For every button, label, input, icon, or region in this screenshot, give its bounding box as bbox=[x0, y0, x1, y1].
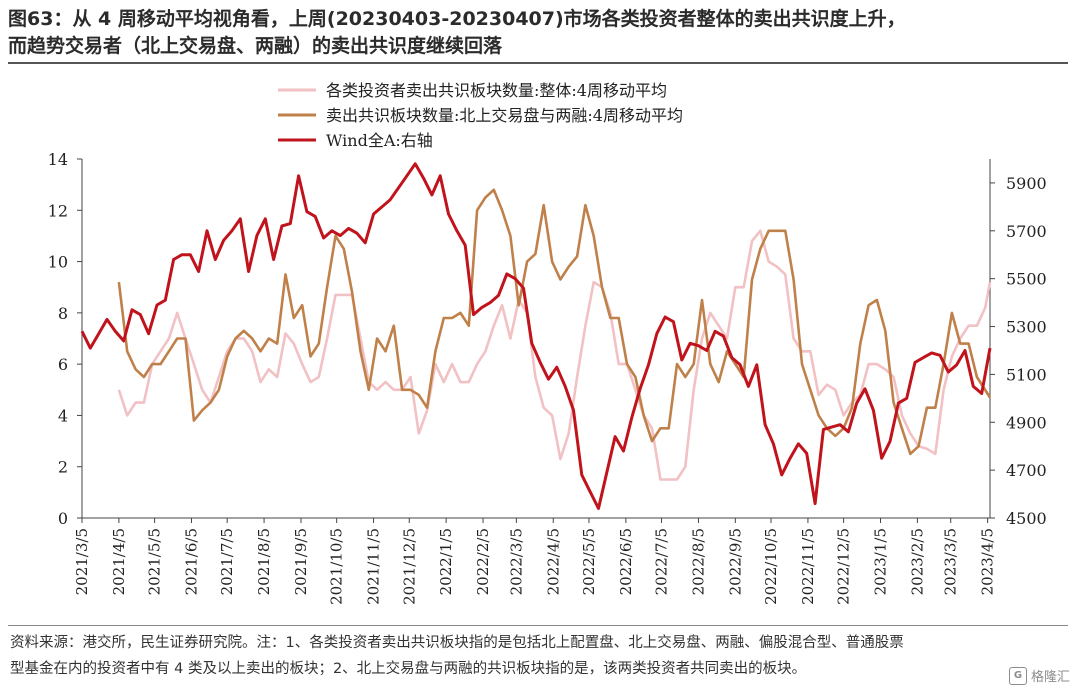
series-line-3 bbox=[80, 162, 992, 510]
x-tick-label: 2021/7/5 bbox=[218, 528, 236, 595]
footer-line-2: 型基金在内的投资者中有 4 类及以上卖出的板块；2、北上交易盘与两融的共识板块指… bbox=[10, 661, 807, 677]
x-tick-label: 2022/7/5 bbox=[653, 528, 671, 595]
y-left-tick-label: 8 bbox=[58, 304, 68, 323]
x-tick-label: 2022/1/5 bbox=[437, 528, 455, 595]
x-tick-label: 2022/12/5 bbox=[835, 528, 853, 605]
x-tick-label: 2022/5/5 bbox=[580, 528, 598, 595]
x-tick-label: 2023/4/5 bbox=[979, 528, 997, 595]
x-tick-label: 2022/4/5 bbox=[544, 528, 562, 595]
watermark-text: 格隆汇 bbox=[1030, 670, 1070, 685]
x-tick-label: 2022/10/5 bbox=[762, 528, 780, 605]
y-right-tick-label: 5300 bbox=[1006, 318, 1047, 337]
x-tick-label: 2021/12/5 bbox=[400, 528, 418, 605]
y-left-tick-label: 6 bbox=[58, 355, 68, 374]
watermark-logo-icon: G bbox=[1008, 666, 1027, 685]
x-tick-label: 2023/3/5 bbox=[942, 528, 960, 595]
y-right-tick-label: 5100 bbox=[1006, 365, 1047, 384]
y-left-tick-label: 12 bbox=[48, 201, 68, 220]
x-tick-label: 2022/2/5 bbox=[474, 528, 492, 595]
y-left-tick-label: 2 bbox=[58, 458, 68, 477]
y-left-tick-label: 14 bbox=[48, 150, 68, 169]
x-tick-label: 2023/1/5 bbox=[872, 528, 890, 595]
y-right-tick-label: 5500 bbox=[1006, 270, 1047, 289]
title-line-1: 图63：从 4 周移动平均视角看，上周(20230403-20230407)市场… bbox=[8, 8, 906, 30]
legend-label-2: 卖出共识板块数量:北上交易盘与两融:4周移动平均 bbox=[326, 106, 683, 125]
x-tick-label: 2021/5/5 bbox=[146, 528, 164, 595]
x-tick-label: 2023/2/5 bbox=[908, 528, 926, 595]
x-tick-label: 2022/11/5 bbox=[799, 528, 817, 605]
footer-divider bbox=[8, 625, 1068, 626]
y-right-tick-label: 5700 bbox=[1006, 222, 1047, 241]
y-right-tick-label: 4700 bbox=[1006, 461, 1047, 480]
y-right-tick-label: 4900 bbox=[1006, 413, 1047, 432]
series-line-1 bbox=[117, 229, 992, 481]
x-tick-label: 2022/3/5 bbox=[507, 528, 525, 595]
x-tick-label: 2021/8/5 bbox=[255, 528, 273, 595]
title-divider bbox=[8, 62, 1068, 64]
y-left-tick-label: 0 bbox=[58, 509, 68, 528]
source-note: 资料来源：港交所，民生证券研究院。注：1、各类投资者卖出共识板块指的是包括北上配… bbox=[10, 630, 1070, 682]
x-tick-label: 2021/11/5 bbox=[365, 528, 383, 605]
x-tick-label: 2021/6/5 bbox=[182, 528, 200, 595]
x-tick-label: 2022/8/5 bbox=[689, 528, 707, 595]
x-tick-label: 2022/6/5 bbox=[617, 528, 635, 595]
x-tick-label: 2021/9/5 bbox=[292, 528, 310, 595]
watermark: G 格隆汇 bbox=[1008, 666, 1070, 685]
y-left-tick-label: 4 bbox=[58, 406, 68, 425]
x-tick-label: 2022/9/5 bbox=[726, 528, 744, 595]
x-tick-label: 2021/10/5 bbox=[328, 528, 346, 605]
title-line-2: 而趋势交易者（北上交易盘、两融）的卖出共识度继续回落 bbox=[8, 35, 503, 57]
x-tick-label: 2021/3/5 bbox=[73, 528, 91, 595]
y-right-tick-label: 5900 bbox=[1006, 174, 1047, 193]
legend-label-1: 各类投资者卖出共识板块数量:整体:4周移动平均 bbox=[326, 81, 667, 100]
y-right-tick-label: 4500 bbox=[1006, 509, 1047, 528]
chart-title: 图63：从 4 周移动平均视角看，上周(20230403-20230407)市场… bbox=[8, 6, 1068, 60]
footer-line-1: 资料来源：港交所，民生证券研究院。注：1、各类投资者卖出共识板块指的是包括北上配… bbox=[10, 635, 904, 651]
series-line-2 bbox=[117, 188, 992, 456]
legend-label-3: Wind全A:右轴 bbox=[326, 131, 433, 150]
y-left-tick-label: 10 bbox=[48, 253, 68, 272]
x-tick-label: 2021/4/5 bbox=[110, 528, 128, 595]
